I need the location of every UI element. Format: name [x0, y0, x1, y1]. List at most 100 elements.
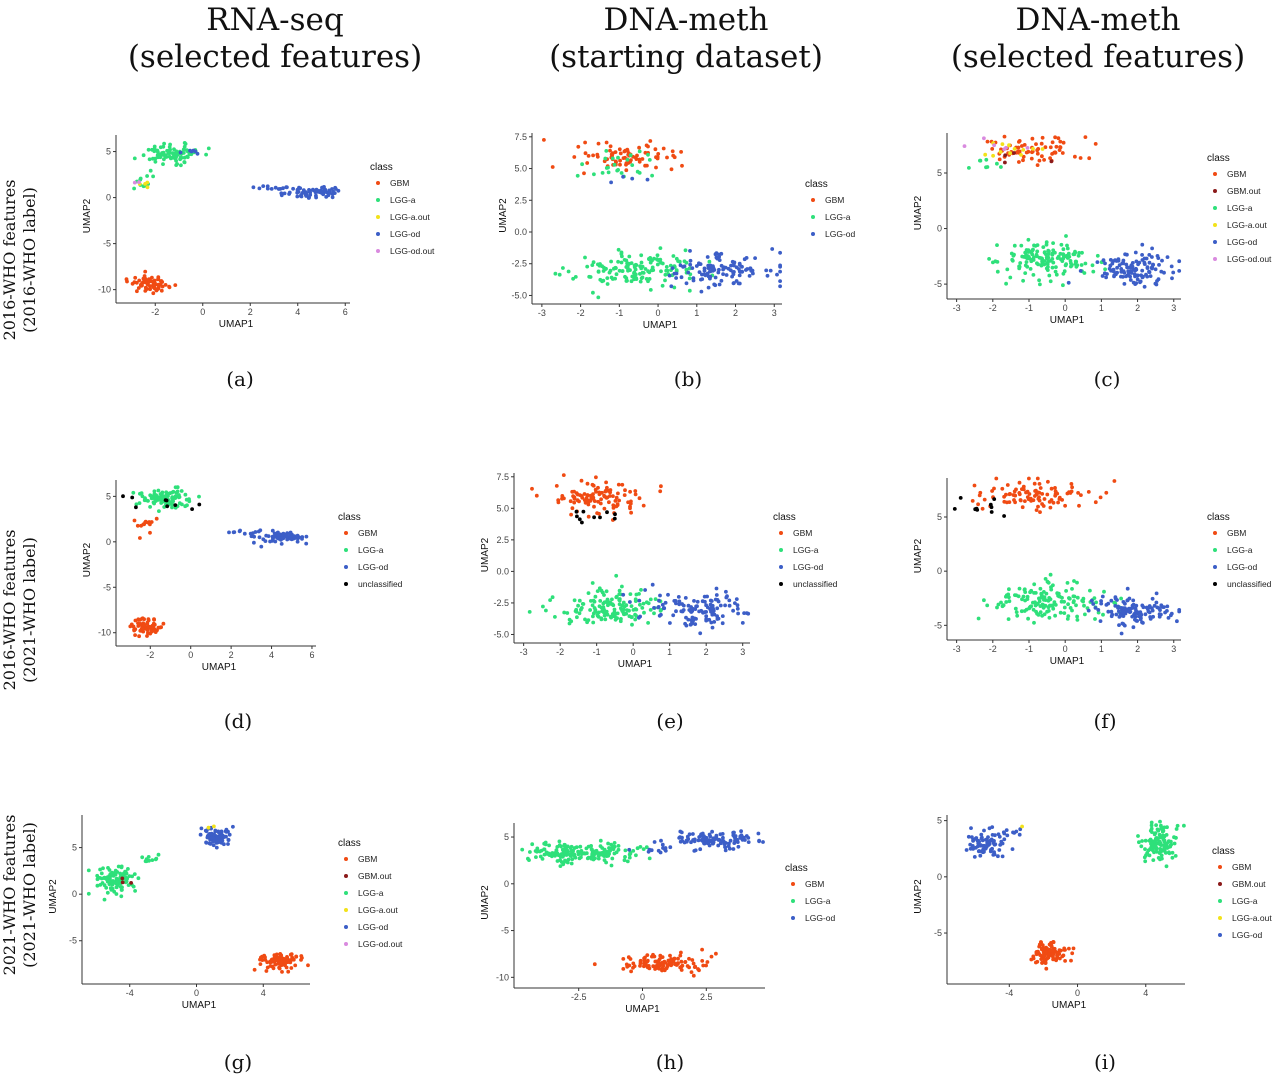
data-point — [591, 852, 595, 857]
x-axis-title: UMAP1 — [182, 1000, 217, 1011]
data-point — [726, 266, 731, 271]
data-point — [664, 265, 669, 269]
data-point — [1125, 598, 1130, 603]
data-point — [1056, 591, 1061, 596]
data-point — [984, 165, 988, 170]
data-point — [530, 486, 534, 491]
data-point — [547, 843, 551, 848]
data-point — [574, 509, 579, 514]
data-point — [1051, 583, 1055, 588]
legend-title: class — [1207, 512, 1230, 523]
data-point — [1142, 256, 1147, 261]
data-point — [603, 156, 608, 161]
data-point — [1173, 854, 1178, 858]
data-point — [768, 268, 773, 273]
y-axis-title: UMAP2 — [480, 885, 491, 920]
data-point — [164, 153, 168, 157]
y-tick-label: 0 — [937, 566, 942, 576]
data-point — [615, 616, 619, 621]
data-point — [1141, 621, 1145, 625]
data-point — [708, 598, 713, 603]
data-point — [1006, 617, 1011, 621]
data-point — [1051, 500, 1056, 505]
data-point — [1089, 598, 1094, 603]
data-point — [1163, 610, 1167, 615]
legend-swatch — [1218, 882, 1222, 886]
data-point — [185, 503, 189, 508]
data-point — [672, 285, 677, 290]
y-tick-label: -5 — [103, 239, 111, 249]
data-point — [678, 953, 683, 958]
data-point — [597, 604, 602, 609]
data-point — [271, 966, 276, 971]
data-point — [1037, 158, 1042, 163]
data-point — [976, 839, 981, 843]
data-point — [276, 187, 281, 191]
data-point — [1033, 244, 1038, 248]
legend-label: GBM — [358, 854, 377, 864]
data-point — [577, 598, 582, 603]
data-point — [1017, 491, 1022, 495]
data-point — [548, 598, 552, 602]
data-point — [319, 191, 324, 195]
scatter-panel-f: -3 -2 -1 0 1 2 3-505UMAP1UMAP2classGBMLGG-aLGG… — [913, 476, 1272, 667]
data-point — [982, 136, 986, 141]
data-point — [602, 607, 606, 612]
data-point — [258, 962, 263, 966]
data-point — [133, 889, 137, 893]
data-point — [982, 598, 986, 603]
data-point — [1121, 600, 1126, 604]
x-tick-label: -2 — [577, 308, 585, 318]
data-point — [705, 960, 710, 964]
data-point — [176, 495, 181, 500]
data-point — [1091, 269, 1096, 274]
data-point — [618, 158, 622, 163]
data-point — [585, 493, 590, 498]
data-point — [721, 835, 725, 840]
data-point — [1109, 609, 1114, 614]
data-point — [141, 522, 146, 527]
data-point — [716, 843, 721, 848]
data-point — [593, 856, 597, 861]
data-point — [148, 493, 153, 498]
data-point — [565, 848, 570, 853]
data-point — [716, 838, 721, 842]
data-point — [151, 291, 156, 296]
data-point — [1040, 492, 1045, 496]
data-point — [1057, 497, 1062, 501]
data-point — [605, 282, 610, 286]
data-point — [307, 195, 311, 200]
data-point — [580, 495, 585, 500]
legend-swatch — [811, 198, 815, 202]
data-point — [1063, 503, 1067, 508]
data-point — [211, 839, 216, 844]
data-point — [238, 528, 243, 533]
data-point — [118, 885, 123, 889]
legend-label: LGG-od — [390, 229, 421, 239]
data-point — [562, 860, 566, 865]
data-point — [183, 142, 188, 146]
data-point — [542, 138, 546, 142]
data-point — [995, 243, 999, 247]
data-point — [1057, 594, 1061, 599]
data-point — [686, 270, 691, 275]
data-point — [605, 598, 610, 603]
data-point — [1008, 492, 1012, 496]
data-point — [542, 852, 547, 857]
data-point — [696, 838, 701, 843]
data-point — [650, 582, 655, 587]
data-point — [134, 505, 138, 510]
data-point — [327, 188, 332, 193]
data-point — [610, 856, 615, 861]
data-point — [182, 160, 187, 164]
data-point — [146, 625, 151, 629]
legend-label: LGG-a — [390, 195, 416, 205]
data-point — [1020, 144, 1024, 148]
data-point — [1058, 948, 1063, 953]
data-point — [708, 602, 713, 607]
data-point — [1025, 146, 1030, 150]
data-point — [624, 258, 629, 263]
legend-swatch — [1213, 582, 1217, 586]
legend-swatch — [779, 582, 783, 586]
data-point — [982, 843, 986, 848]
